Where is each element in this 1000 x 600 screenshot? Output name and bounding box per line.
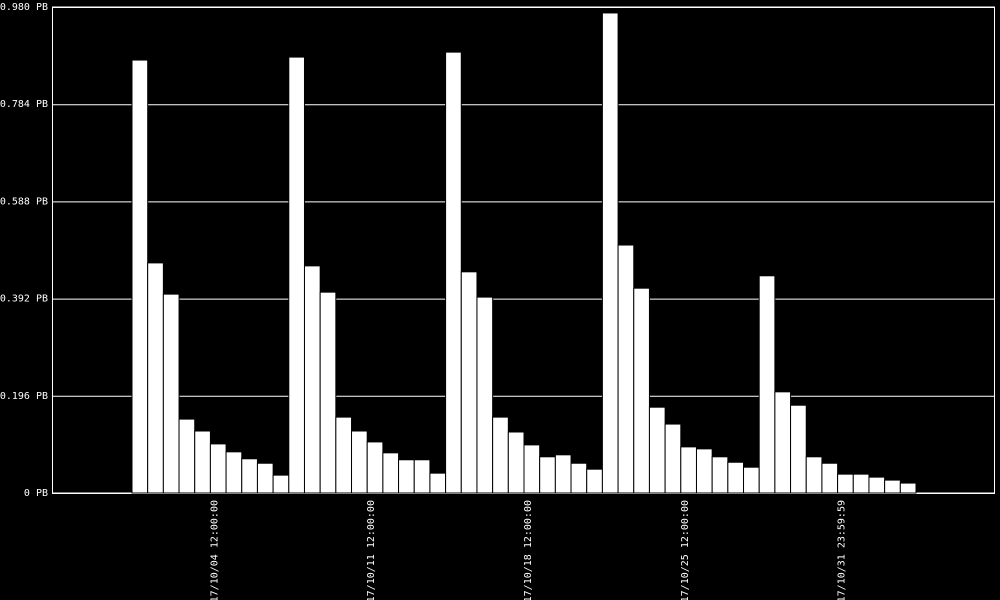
bar	[570, 462, 588, 494]
bar	[774, 391, 792, 494]
bar	[366, 441, 384, 494]
bar	[241, 458, 258, 494]
bar	[868, 476, 886, 494]
bar	[884, 479, 901, 494]
bar	[492, 416, 509, 494]
bar	[758, 275, 776, 494]
y-tick-label: 0.196 PB	[0, 391, 48, 402]
bar	[586, 468, 603, 494]
y-tick-label: 0.588 PB	[0, 196, 48, 207]
bar	[319, 291, 337, 494]
bar	[805, 456, 823, 494]
bar	[507, 431, 525, 494]
bar	[398, 459, 415, 494]
bar	[837, 473, 854, 494]
bar	[539, 456, 556, 494]
bar	[727, 461, 745, 494]
bar	[178, 418, 196, 494]
bar	[743, 466, 760, 494]
x-tick-label: 17/10/31 23:59:59	[837, 500, 848, 600]
y-tick-label: 0 PB	[24, 488, 48, 499]
bar	[695, 448, 713, 494]
bar	[821, 462, 839, 494]
bar	[303, 265, 321, 494]
y-tick-label: 0.392 PB	[0, 294, 48, 305]
bar	[147, 262, 164, 494]
bar	[664, 423, 682, 494]
bar	[852, 473, 870, 494]
bar	[429, 472, 447, 494]
bar	[617, 244, 635, 494]
y-tick-label: 0.980 PB	[0, 2, 48, 13]
bar	[899, 482, 917, 494]
bar	[648, 406, 666, 494]
bar	[131, 59, 149, 494]
bar	[209, 443, 227, 494]
bar	[351, 430, 368, 494]
bar	[335, 416, 353, 494]
bar	[633, 287, 650, 494]
x-tick-label: 17/10/04 12:00:00	[209, 500, 220, 600]
bar	[554, 454, 572, 494]
x-tick-label: 17/10/18 12:00:00	[523, 500, 534, 600]
bar	[445, 51, 462, 494]
bar	[460, 271, 478, 494]
bar	[272, 474, 290, 494]
bar	[413, 459, 431, 494]
y-tick-label: 0.784 PB	[0, 99, 48, 110]
bar	[162, 293, 180, 494]
bar	[680, 446, 697, 494]
bar	[476, 296, 494, 494]
bar	[523, 444, 541, 494]
bar	[790, 404, 807, 494]
bar	[288, 56, 305, 494]
x-tick-label: 17/10/25 12:00:00	[680, 500, 691, 600]
bar	[711, 456, 729, 494]
bar	[382, 452, 400, 494]
bar	[256, 462, 274, 494]
bar	[601, 12, 619, 494]
bar	[194, 430, 211, 494]
x-tick-label: 17/10/11 12:00:00	[366, 500, 377, 600]
bar	[225, 451, 243, 494]
